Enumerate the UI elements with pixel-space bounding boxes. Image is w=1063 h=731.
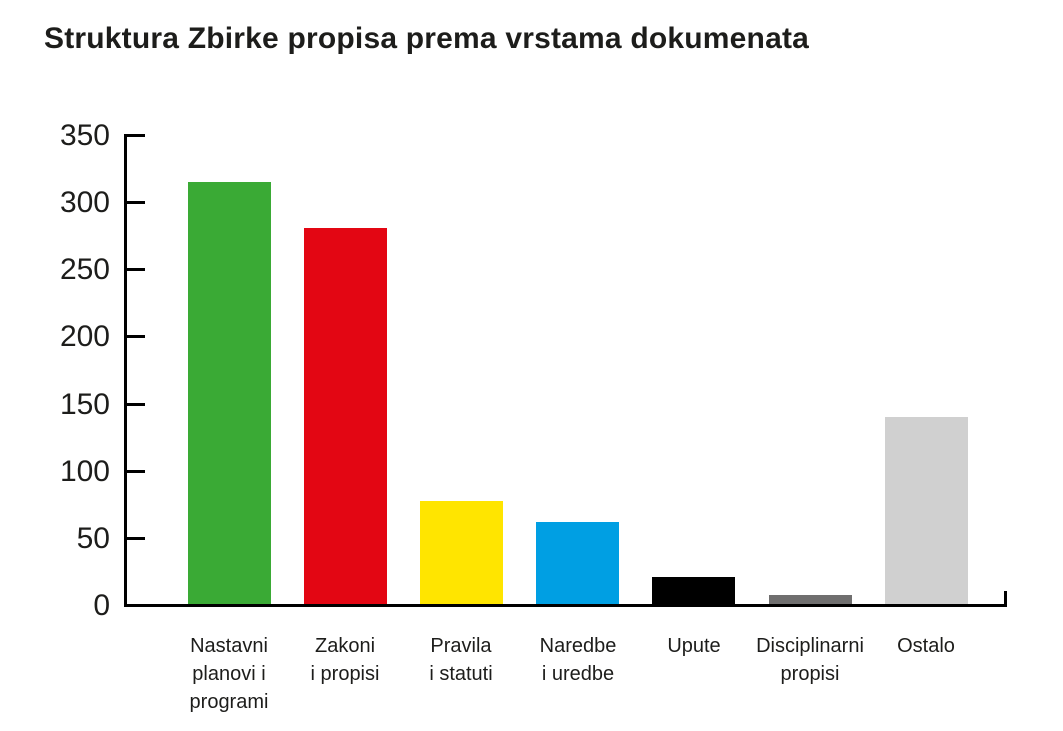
bar-label-line: Zakoni [314, 635, 376, 657]
bar [536, 522, 619, 604]
bar-label: Ostalo [846, 632, 1006, 660]
bar-label-line: Naredbe [539, 635, 617, 657]
y-axis-tick [127, 537, 145, 540]
bar-label: Pravila i statuti [381, 632, 541, 688]
y-tick-label: 300 [59, 186, 110, 219]
bar-label-line: Nastavni [190, 635, 268, 657]
bar-label-line: Disciplinarni [756, 635, 864, 657]
bar-label-line: Upute [667, 635, 721, 657]
bar-label-line: i propisi [310, 663, 380, 685]
bar-label-line: propisi [780, 663, 840, 685]
bar-label: Upute [614, 632, 774, 660]
bar-label-line: i statuti [429, 663, 493, 685]
bar-label-line: planovi i [192, 663, 266, 685]
y-axis-line [124, 134, 127, 607]
y-axis-tick [127, 268, 145, 271]
x-axis-end-tick [1004, 591, 1007, 604]
y-axis-tick [127, 470, 145, 473]
bar [304, 228, 387, 604]
bar-label-line: Pravila [430, 635, 492, 657]
y-tick-label: 50 [76, 522, 110, 555]
y-axis-tick [127, 403, 145, 406]
y-axis-tick [127, 201, 145, 204]
bar-label: Naredbe i uredbe [498, 632, 658, 688]
bar-label: Zakoni i propisi [265, 632, 425, 688]
y-tick-label: 100 [59, 455, 110, 488]
bar [188, 182, 271, 604]
y-axis-tick [127, 134, 145, 137]
y-axis-tick [127, 335, 145, 338]
bar [420, 501, 503, 604]
bar [885, 417, 968, 604]
y-tick-label: 150 [59, 388, 110, 421]
bar-label-line: programi [189, 691, 269, 713]
bar [769, 595, 852, 604]
y-tick-label: 350 [59, 119, 110, 152]
bar-label: Disciplinarni propisi [730, 632, 890, 688]
y-tick-label: 0 [93, 589, 110, 622]
bar-label-line: i uredbe [541, 663, 615, 685]
bar-label: Nastavni planovi i programi [149, 632, 309, 716]
bar-label-line: Ostalo [897, 635, 955, 657]
y-tick-label: 250 [59, 253, 110, 286]
y-tick-label: 200 [59, 320, 110, 353]
chart-title: Struktura Zbirke propisa prema vrstama d… [44, 22, 810, 55]
bar [652, 577, 735, 604]
x-axis-line [124, 604, 1007, 607]
